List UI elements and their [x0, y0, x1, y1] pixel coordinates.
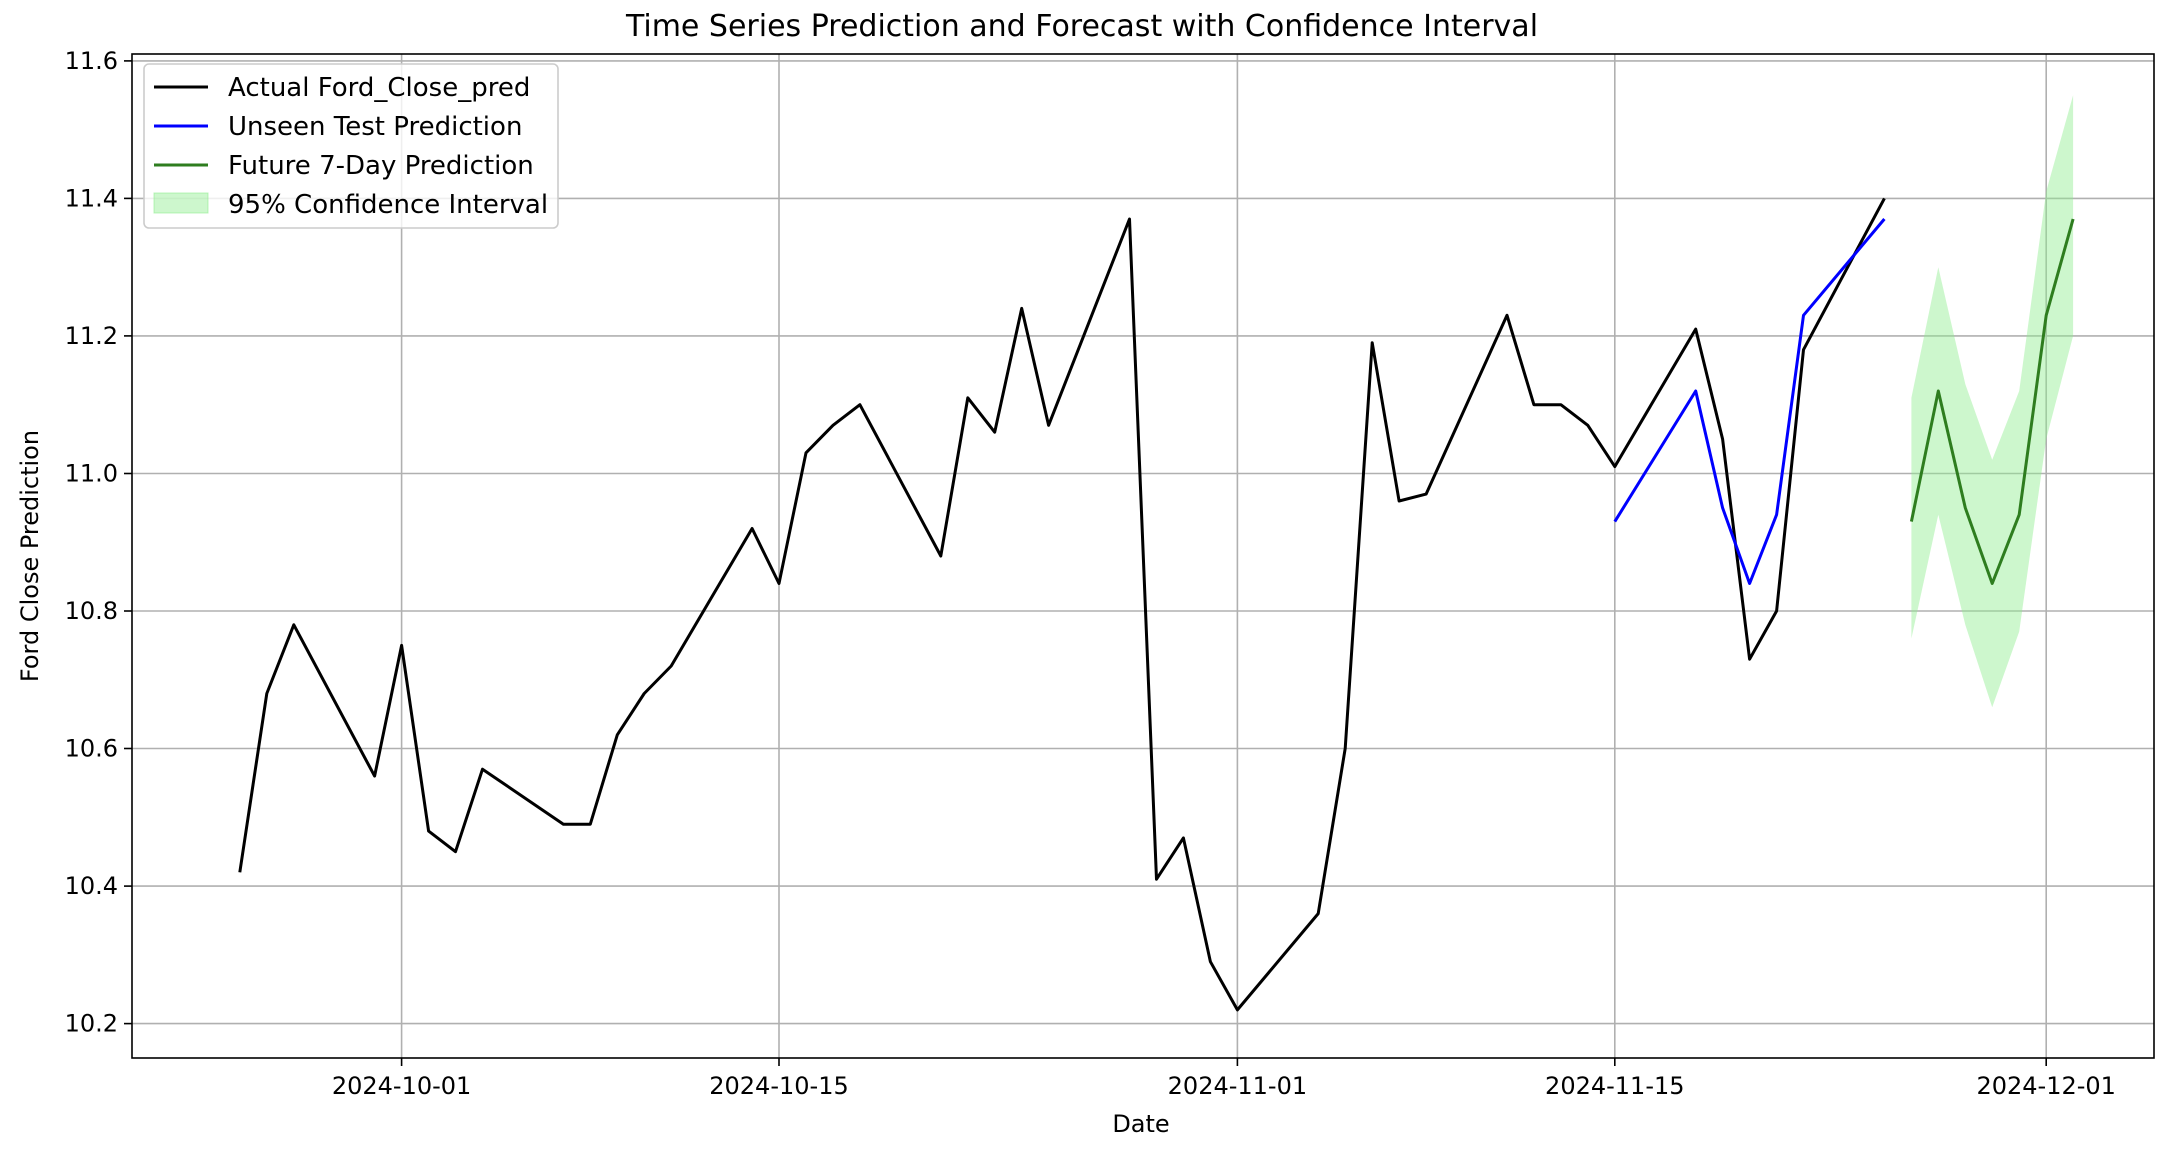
confidence-band-layer [1911, 95, 2074, 708]
series-layer [238, 197, 2075, 1012]
y-tick-label: 10.6 [65, 735, 118, 763]
legend-label-future: Future 7-Day Prediction [228, 151, 534, 181]
y-tick-label: 10.2 [65, 1010, 118, 1038]
y-tick-label: 11.6 [65, 47, 118, 75]
y-axis: 10.2 10.4 10.6 10.8 11.0 11.2 11.4 11.6 [65, 47, 132, 1038]
actual-series-line [238, 197, 1886, 1012]
legend-swatch-confidence [153, 192, 209, 214]
legend-label-confidence: 95% Confidence Interval [228, 190, 548, 220]
future-prediction-line [1909, 218, 2075, 585]
x-tick-label: 2024-11-15 [1545, 1072, 1684, 1100]
x-tick-label: 2024-10-01 [332, 1072, 471, 1100]
legend: Actual Ford_Close_pred Unseen Test Predi… [143, 63, 559, 229]
chart-title: Time Series Prediction and Forecast with… [625, 9, 1538, 44]
y-tick-label: 10.8 [65, 597, 118, 625]
plot-area-frame [131, 53, 2155, 1059]
legend-label-actual: Actual Ford_Close_pred [228, 73, 530, 103]
x-tick-label: 2024-12-01 [1976, 1072, 2115, 1100]
y-tick-label: 11.0 [65, 460, 118, 488]
legend-box [143, 63, 559, 229]
x-axis-label: Date [1112, 1110, 1169, 1138]
y-tick-label: 10.4 [65, 872, 118, 900]
y-axis-label: Ford Close Prediction [16, 430, 44, 682]
y-tick-label: 11.4 [65, 184, 118, 212]
confidence-band [1911, 95, 2074, 708]
legend-label-test: Unseen Test Prediction [228, 112, 522, 142]
x-tick-label: 2024-10-15 [709, 1072, 848, 1100]
x-tick-label: 2024-11-01 [1168, 1072, 1307, 1100]
test-prediction-line [1613, 218, 1886, 585]
y-tick-label: 11.2 [65, 322, 118, 350]
x-axis: 2024-10-01 2024-10-15 2024-11-01 2024-11-15… [332, 1058, 2116, 1100]
